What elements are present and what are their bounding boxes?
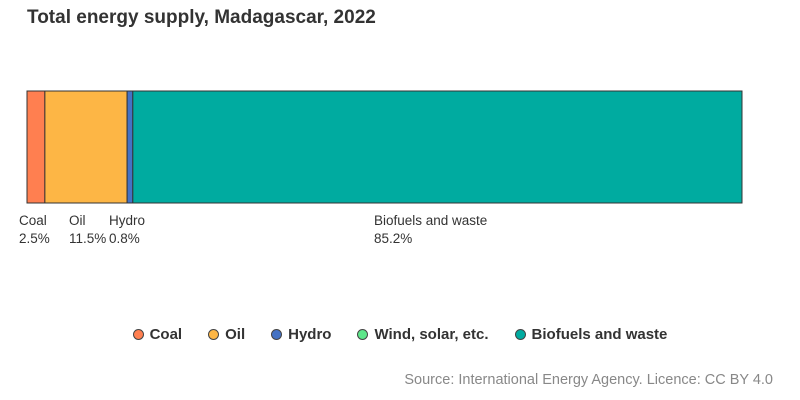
- bar-segment-hydro: [126, 90, 134, 204]
- segment-name-label: Biofuels and waste: [374, 213, 487, 228]
- legend-item: Oil: [208, 326, 245, 343]
- segment-value-label: 2.5%: [19, 231, 50, 246]
- legend-swatch: [271, 329, 283, 340]
- legend-swatch: [357, 329, 369, 340]
- chart-title: Total energy supply, Madagascar, 2022: [27, 7, 376, 28]
- legend-item: Wind, solar, etc.: [357, 326, 489, 343]
- segment-name-label: Oil: [69, 213, 86, 228]
- legend-item: Hydro: [271, 326, 331, 343]
- segment-name-label: Coal: [19, 213, 47, 228]
- segment-name-label: Hydro: [109, 213, 145, 228]
- legend-swatch: [208, 329, 220, 340]
- legend-label: Wind, solar, etc.: [374, 326, 489, 343]
- legend-item: Biofuels and waste: [514, 326, 668, 343]
- legend-label: Hydro: [288, 326, 332, 343]
- segment-value-label: 11.5%: [69, 231, 106, 246]
- segment-value-label: 0.8%: [109, 231, 140, 246]
- bar-segment-coal: [26, 90, 46, 204]
- bar-segment-oil: [44, 90, 128, 204]
- legend-label: Oil: [225, 326, 246, 343]
- chart-legend: Coal Oil Hydro Wind, solar, etc. Biofuels an…: [0, 326, 800, 343]
- legend-item: Coal: [132, 326, 183, 343]
- legend-label: Coal: [149, 326, 183, 343]
- legend-swatch: [132, 329, 144, 340]
- source-note: Source: International Energy Agency. Lic…: [404, 372, 773, 388]
- segment-value-label: 85.2%: [374, 231, 412, 246]
- legend-swatch: [514, 329, 526, 340]
- bar-segment-biofuels-and-waste: [132, 90, 743, 204]
- legend-label: Biofuels and waste: [531, 326, 668, 343]
